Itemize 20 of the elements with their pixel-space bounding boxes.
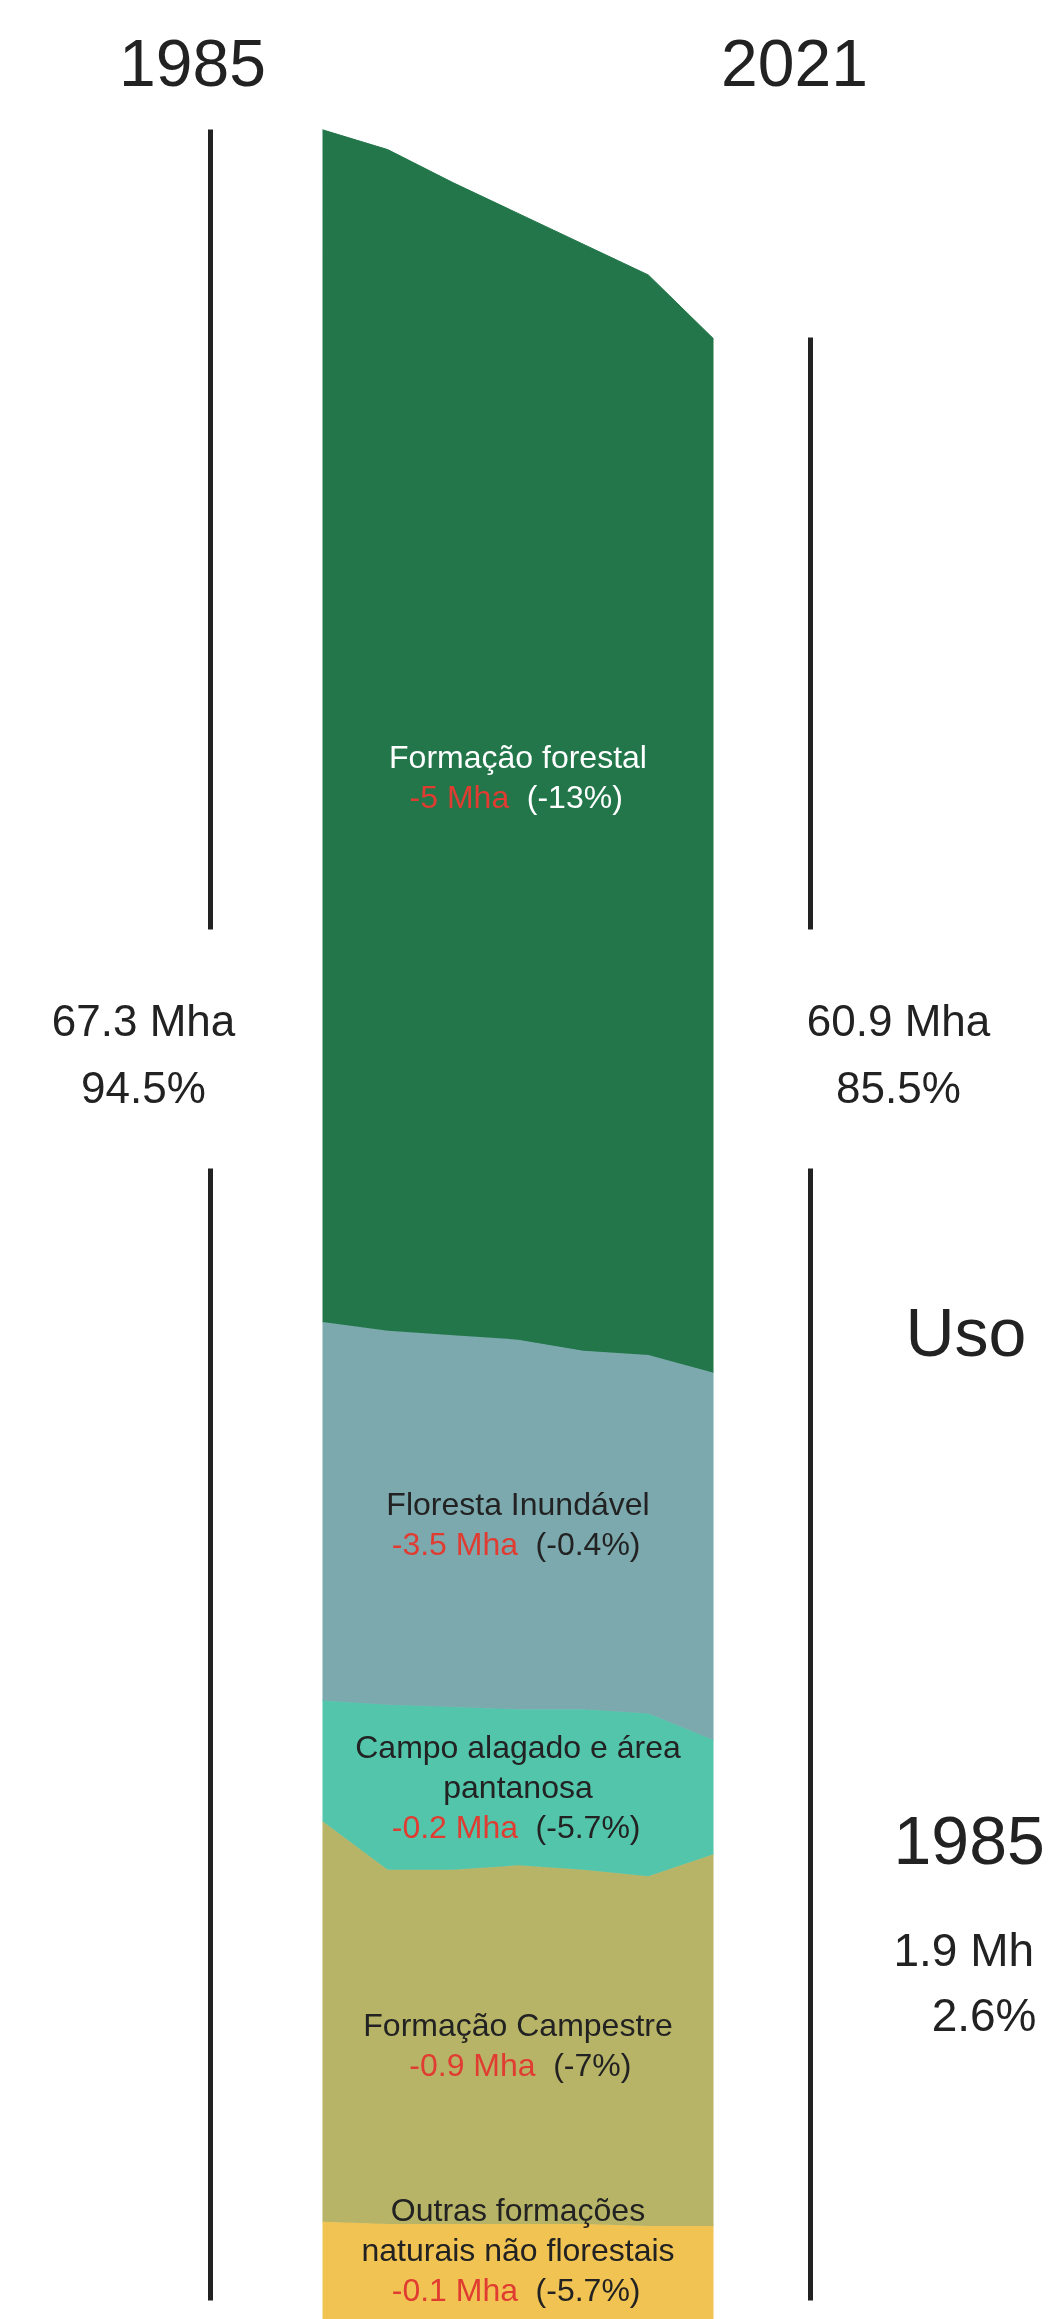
annotation: -0.9 Mha (-7%) (409, 2046, 632, 2083)
text: 67.3 Mha (51, 996, 236, 1045)
text: 2021 (721, 25, 868, 100)
annotation: -0.1 Mha (-5.7%) (391, 2271, 641, 2308)
series-label: Formação Campestre (363, 2006, 673, 2043)
text: 1.9 Mh (893, 1923, 1035, 1976)
series-label: Floresta Inundável (386, 1486, 650, 1523)
text: 60.9 Mha (806, 996, 991, 1045)
text: 2.6% (931, 1988, 1037, 2041)
series-label: Outras formações naturais não florestais (361, 2191, 675, 2268)
text: 85.5% (836, 1063, 961, 1112)
text: 94.5% (81, 1063, 206, 1112)
annotation: -3.5 Mha (-0.4%) (391, 1526, 641, 1563)
text: 1985 (893, 1802, 1045, 1878)
annotation: -5 Mha (-13%) (409, 778, 623, 815)
annotation: -0.2 Mha (-5.7%) (391, 1809, 641, 1846)
series-label: Campo alagado e área pantanosa (355, 1729, 681, 1806)
text: Uso (905, 1293, 1027, 1370)
series-label: Formação forestal (389, 738, 647, 775)
text: 1985 (119, 25, 266, 100)
